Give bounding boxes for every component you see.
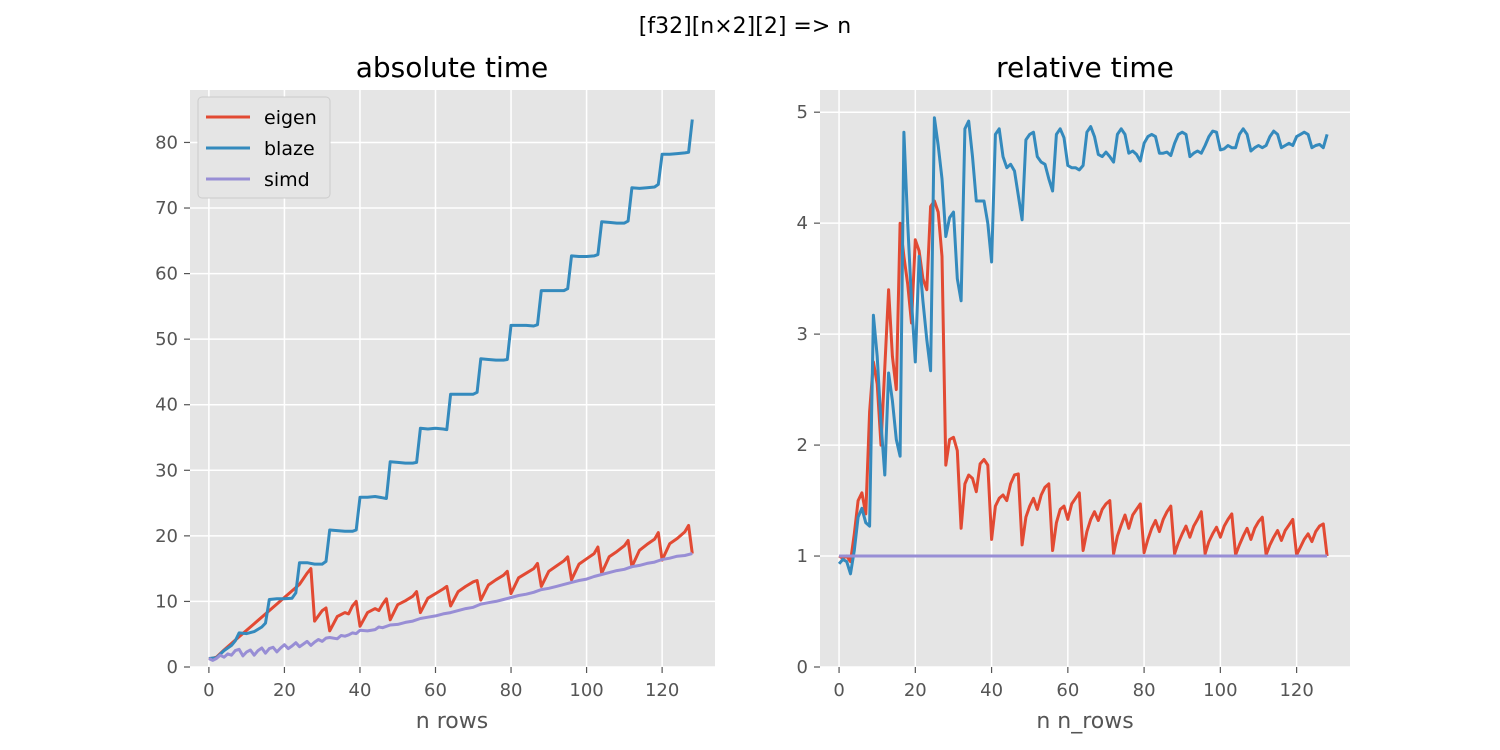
x-tick-labels: 0 20 40 60 80 100 120 <box>833 667 1314 701</box>
series-group <box>837 116 1329 576</box>
x-tick-label: 120 <box>645 680 679 701</box>
legend-box <box>197 96 331 199</box>
x-tick-label: 60 <box>424 680 447 701</box>
x-tick-label: 60 <box>1056 680 1079 701</box>
x-tick-label: 80 <box>500 680 523 701</box>
x-tick-labels: 0 20 40 60 80 100 120 <box>203 667 679 701</box>
gridlines <box>190 90 715 668</box>
y-tick-labels: 0 10 20 30 40 50 60 70 80 <box>155 132 190 678</box>
series-line-blaze <box>208 119 694 660</box>
x-tick-label: 20 <box>273 680 296 701</box>
y-tick-label: 2 <box>797 435 808 456</box>
x-axis-label: n rows <box>416 709 488 734</box>
y-tick-label: 60 <box>155 264 178 285</box>
x-axis-label: n n_rows <box>1036 709 1133 734</box>
y-tick-label: 3 <box>797 324 808 345</box>
x-tick-label: 0 <box>833 680 844 701</box>
legend-label-blaze: blaze <box>264 138 315 160</box>
plot-area <box>820 90 1350 667</box>
y-tick-label: 40 <box>155 395 178 416</box>
y-tick-label: 70 <box>155 198 178 219</box>
figure-title: [f32][n×2][2] => n <box>639 14 851 39</box>
legend: eigen blaze simd <box>197 96 331 199</box>
y-tick-label: 20 <box>155 526 178 547</box>
x-tick-label: 100 <box>569 680 603 701</box>
series-line-blaze <box>837 116 1329 576</box>
legend-label-simd: simd <box>264 169 310 191</box>
x-tick-label: 0 <box>203 680 214 701</box>
panel-absolute-time: 0 20 40 60 80 100 120 0 10 20 30 40 50 60 70 80 absolu… <box>155 51 715 734</box>
panel-title: relative time <box>996 51 1174 84</box>
series-group <box>208 119 694 662</box>
panel-title: absolute time <box>356 51 549 84</box>
legend-label-eigen: eigen <box>264 107 317 129</box>
y-tick-labels: 0 1 2 3 4 5 <box>797 102 820 678</box>
y-tick-label: 80 <box>155 132 178 153</box>
series-line-simd <box>208 552 693 662</box>
y-tick-label: 30 <box>155 460 178 481</box>
panel-relative-time: 0 20 40 60 80 100 120 0 1 2 3 4 5 relative time n n… <box>797 51 1350 734</box>
y-tick-label: 0 <box>167 657 178 678</box>
x-tick-label: 120 <box>1279 680 1313 701</box>
y-tick-label: 50 <box>155 329 178 350</box>
x-tick-label: 80 <box>1133 680 1156 701</box>
x-tick-label: 40 <box>349 680 372 701</box>
y-tick-label: 5 <box>797 102 808 123</box>
x-tick-label: 20 <box>904 680 927 701</box>
y-tick-label: 4 <box>797 213 808 234</box>
x-tick-label: 100 <box>1203 680 1237 701</box>
y-tick-label: 1 <box>797 546 808 567</box>
y-tick-label: 0 <box>797 657 808 678</box>
y-tick-label: 10 <box>155 591 178 612</box>
x-tick-label: 40 <box>980 680 1003 701</box>
series-line-eigen <box>208 523 694 661</box>
